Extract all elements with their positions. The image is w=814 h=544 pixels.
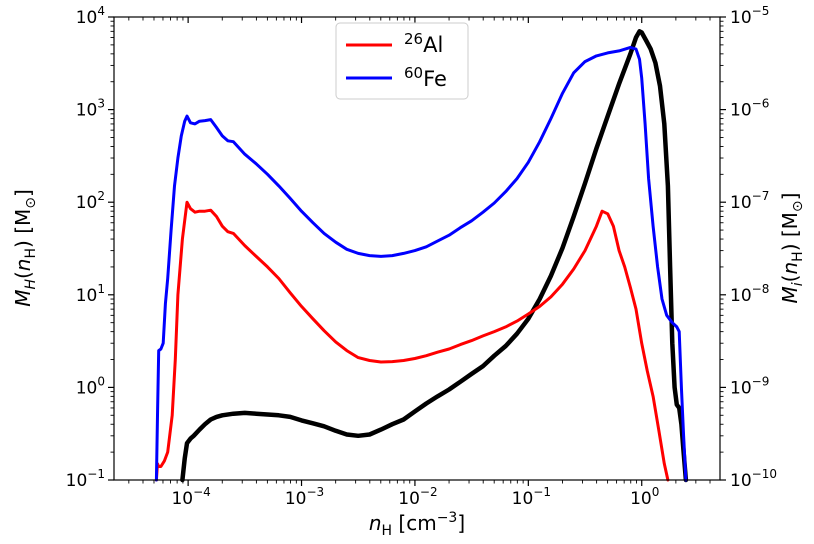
x-tick-label: 10−4	[171, 485, 210, 509]
y-right-tick-label: 10−5	[730, 4, 769, 28]
legend-al-element: Al	[423, 33, 443, 57]
x-tick-label: 10−1	[512, 485, 551, 509]
y-right-tick-label: 10−6	[730, 97, 769, 121]
legend-al-mass: 26	[404, 30, 423, 48]
legend-fe-element: Fe	[423, 67, 447, 91]
y-left-tick-label: 102	[76, 189, 105, 213]
series-line-26al	[154, 200, 670, 482]
y-left-tick-label: 10−1	[66, 467, 105, 491]
series-layer	[154, 29, 689, 483]
x-tick-label: 10−3	[285, 485, 324, 509]
legend-label-al: 26Al	[404, 30, 443, 57]
y-right-tick-label: 10−9	[730, 374, 769, 398]
legend-box	[335, 22, 469, 100]
series-line-60fe	[154, 45, 688, 482]
legend-fe-mass: 60	[404, 64, 423, 82]
ticks-layer: 10−4 10−3 10−2 10−1 100 10−1 100 101 102 103 104 10…	[66, 4, 777, 509]
series-line-black	[180, 29, 689, 483]
y-axis-label-right: Mi(nH) [M⊙]	[778, 193, 806, 304]
y-right-tick-label: 10−10	[730, 467, 777, 491]
y-right-tick-label: 10−8	[730, 282, 769, 306]
y-right-tick-label: 10−7	[730, 189, 769, 213]
x-tick-label: 100	[630, 485, 659, 509]
y-left-tick-label: 101	[76, 282, 105, 306]
y-left-tick-label: 103	[76, 97, 105, 121]
y-axis-label-left: MH(nH) [M⊙]	[11, 189, 39, 307]
legend-label-fe: 60Fe	[404, 64, 447, 91]
plot-frame	[113, 16, 721, 481]
legend: 26Al 60Fe	[335, 22, 469, 100]
x-tick-label: 10−2	[398, 485, 437, 509]
x-axis-label: nH [cm−3]	[369, 510, 465, 539]
y-left-tick-label: 104	[76, 4, 105, 28]
y-left-tick-label: 100	[76, 374, 105, 398]
